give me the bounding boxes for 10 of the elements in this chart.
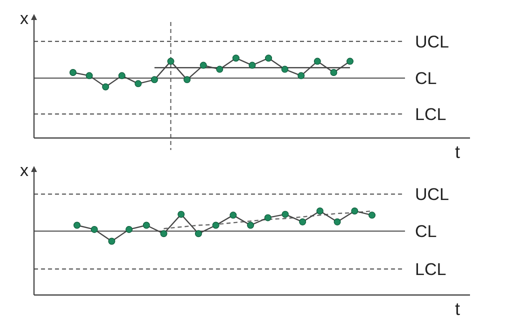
x-axis-title: t xyxy=(455,299,460,319)
y-axis-title: x xyxy=(20,9,29,28)
ref-line-label: LCL xyxy=(415,104,446,124)
ref-line-label: UCL xyxy=(415,185,450,204)
ref-line-label: CL xyxy=(415,222,437,242)
ref-line-label: CL xyxy=(415,69,437,88)
ref-line-label: UCL xyxy=(415,32,450,52)
ref-line-label: LCL xyxy=(415,260,446,279)
x-axis-title: t xyxy=(455,142,460,162)
y-axis-title: x xyxy=(20,161,29,180)
